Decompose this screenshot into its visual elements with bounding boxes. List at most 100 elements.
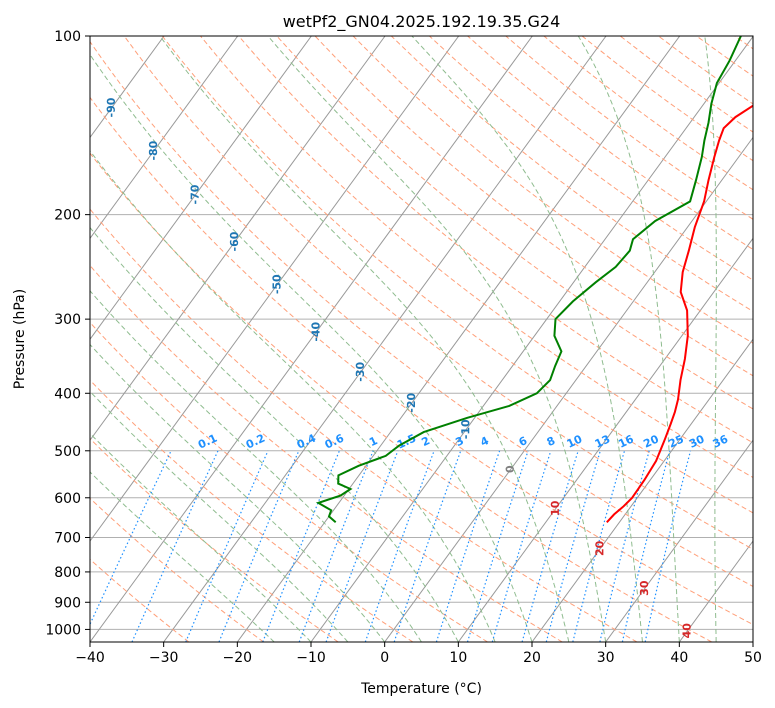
isotherm-line — [531, 338, 753, 642]
y-tick-label: 300 — [54, 312, 81, 328]
isotherm-line — [310, 36, 753, 642]
mixing-ratio-line — [644, 450, 692, 642]
y-tick-label: 1000 — [45, 622, 81, 638]
plot-frame — [89, 35, 754, 643]
moist-adiabat — [90, 471, 275, 642]
moist-adiabat — [90, 432, 312, 642]
isotherm-label: -30 — [354, 361, 367, 381]
x-tick-label: 10 — [449, 650, 467, 666]
dry-adiabat — [90, 152, 712, 642]
mixing-ratio-line — [325, 450, 399, 642]
mixing-ratio-line — [521, 450, 579, 642]
dry-adiabat — [314, 36, 753, 377]
mixing-ratio-line — [491, 450, 552, 642]
isotherm-label: -90 — [105, 97, 118, 117]
moist-adiabat — [90, 53, 533, 642]
mixing-ratio-line — [218, 450, 300, 642]
dry-adiabat — [90, 96, 753, 626]
y-tick-label: 900 — [54, 595, 81, 611]
y-tick-label: 200 — [54, 208, 81, 224]
dry-adiabat — [161, 36, 753, 514]
mixing-ratio-line — [466, 450, 529, 642]
chart-title: wetPf2_GN04.2025.192.19.35.G24 — [283, 12, 561, 32]
isotherm-label: -40 — [309, 321, 322, 341]
x-tick-label: 20 — [523, 650, 541, 666]
moist-adiabat — [90, 290, 422, 642]
isotherm-label: -60 — [228, 231, 241, 251]
mixing-ratio-label: 16 — [616, 432, 636, 450]
y-tick-label: 600 — [54, 491, 81, 507]
x-tick-label: 40 — [670, 650, 688, 666]
y-tick-label: 700 — [54, 531, 81, 547]
moist-adiabat — [90, 390, 349, 642]
mixing-ratio-label: 36 — [711, 432, 731, 450]
x-tick-label: −30 — [149, 650, 179, 666]
dry-adiabat — [90, 379, 414, 642]
mixing-ratio-label: 20 — [641, 432, 661, 450]
isotherm-label: 30 — [638, 580, 651, 596]
mixing-ratio-line — [545, 450, 601, 642]
mixing-ratio-line — [364, 450, 435, 642]
isotherm-line — [90, 36, 239, 240]
moist-adiabat — [577, 36, 680, 642]
y-axis-label: Pressure (hPa) — [12, 289, 28, 389]
isotherm-label: 10 — [549, 500, 562, 516]
y-tick-label: 400 — [54, 386, 81, 402]
mixing-ratio-label: 25 — [666, 432, 685, 450]
moist-adiabat — [267, 36, 607, 642]
x-tick-label: 50 — [744, 650, 762, 666]
mixing-ratio-label: 13 — [593, 432, 612, 450]
y-tick-label: 500 — [54, 444, 81, 460]
y-tick-label: 100 — [54, 29, 81, 45]
isotherm-line — [236, 36, 681, 642]
background-lines — [90, 36, 753, 642]
x-axis-label: Temperature (°C) — [360, 681, 482, 697]
isotherm-line — [605, 439, 753, 642]
isotherm-line — [90, 36, 533, 642]
x-tick-label: −10 — [296, 650, 326, 666]
dry-adiabat — [90, 40, 753, 587]
mixing-ratio-line — [393, 450, 462, 642]
mixing-ratio-line — [435, 450, 501, 642]
isotherm-label: -50 — [270, 274, 283, 294]
moist-adiabat — [411, 36, 643, 642]
y-tick-label: 800 — [54, 565, 81, 581]
x-tick-label: −20 — [223, 650, 253, 666]
mixing-ratio-line — [599, 450, 650, 642]
isotherm-label: -20 — [405, 392, 418, 412]
isotherm-line — [90, 36, 386, 442]
x-tick-label: 0 — [380, 650, 389, 666]
dry-adiabat — [352, 36, 753, 344]
mixing-ratio-line — [185, 450, 269, 642]
mixing-ratio-line — [298, 450, 374, 642]
dry-adiabat — [90, 558, 190, 642]
mixing-ratio-line — [262, 450, 340, 642]
mixing-ratio-line — [621, 450, 671, 642]
dry-adiabat — [123, 36, 753, 550]
y-axis: 100 200 300 400 500 600 700 800 900 1000 — [45, 29, 90, 638]
mixing-ratio-line — [572, 450, 626, 642]
dry-adiabat — [90, 208, 638, 642]
isotherm-label: -70 — [189, 184, 202, 204]
mixing-ratio-label: 10 — [565, 432, 585, 450]
isotherm-line — [384, 136, 753, 642]
profile-series — [315, 36, 753, 524]
isotherm-line — [163, 36, 607, 642]
isotherm-label: 40 — [681, 623, 694, 639]
mixing-ratio-label: 30 — [687, 432, 707, 450]
dewpoint-line — [315, 36, 742, 524]
dry-adiabat — [200, 36, 753, 479]
dry-adiabat — [276, 36, 753, 410]
isotherm-label: 20 — [593, 540, 606, 556]
x-axis: −40 −30 −20 −10 0 10 20 30 40 50 — [75, 642, 762, 666]
isotherm-label: 0 — [504, 465, 517, 473]
isotherm-line — [457, 237, 753, 642]
moist-adiabat — [90, 150, 496, 642]
isotherm-label: -10 — [459, 419, 472, 439]
x-tick-label: −40 — [75, 650, 105, 666]
temperature-line — [606, 104, 753, 523]
dry-adiabat — [90, 264, 563, 642]
isotherm-label: -80 — [147, 140, 160, 160]
